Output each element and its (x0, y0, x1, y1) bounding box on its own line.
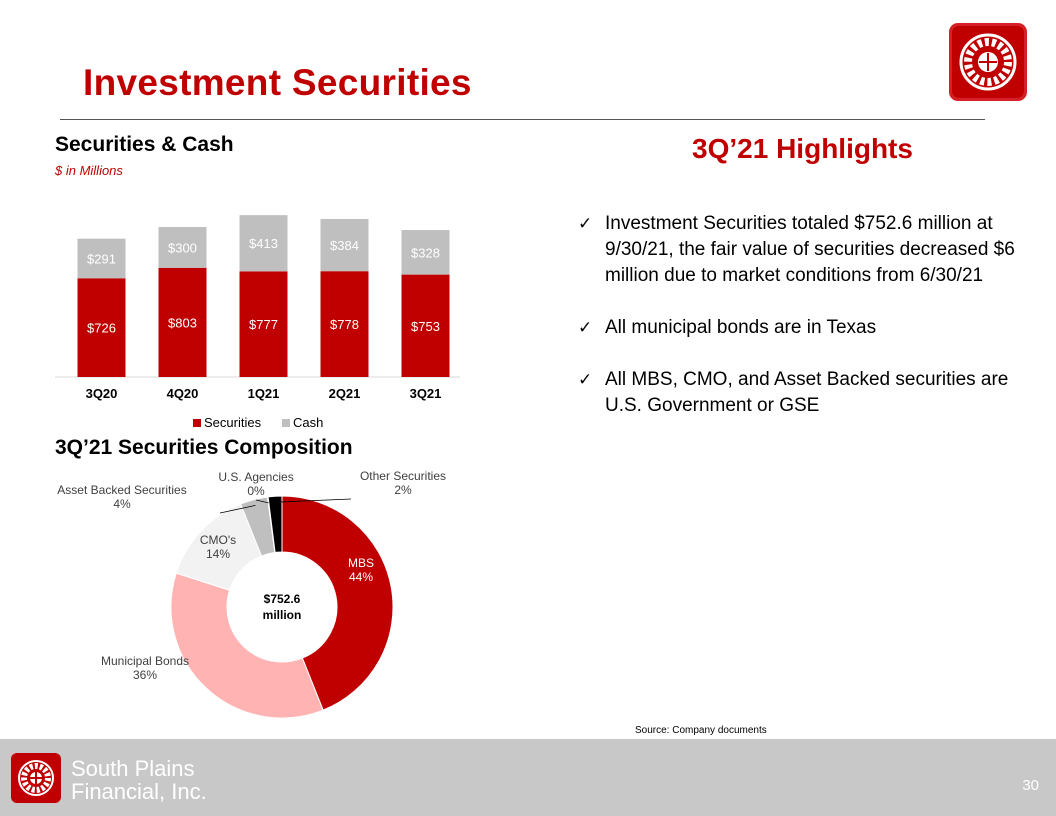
company-name-line1: South Plains (71, 756, 195, 781)
company-logo-icon (949, 23, 1027, 101)
donut-center-unit: million (263, 608, 302, 622)
x-tick-label: 1Q21 (248, 386, 280, 401)
bar-cash-3Q20 (77, 238, 126, 279)
highlight-bullet: ✓ All MBS, CMO, and Asset Backed securiti… (578, 367, 1033, 419)
data-label-securities-3Q21: $753 (411, 319, 440, 334)
data-label-cash-3Q20: $291 (87, 251, 116, 266)
slice-name-asset-backed-securities: Asset Backed Securities (57, 483, 186, 497)
slice-pct-cmo-s: 14% (206, 547, 230, 561)
bar-cash-1Q21 (239, 215, 288, 272)
highlight-text: All MBS, CMO, and Asset Backed securitie… (605, 369, 1009, 416)
highlight-text: Investment Securities totaled $752.6 mil… (605, 213, 1015, 286)
data-label-securities-2Q21: $778 (330, 317, 359, 332)
bar-cash-3Q21 (401, 229, 450, 275)
bar-cash-4Q20 (158, 226, 207, 268)
footer-logo-icon (11, 753, 61, 803)
slice-name-u-s-agencies: U.S. Agencies (218, 470, 293, 484)
data-label-cash-4Q20: $300 (168, 240, 197, 255)
bar-securities-3Q20 (77, 278, 126, 377)
data-label-cash-1Q21: $413 (249, 236, 278, 251)
leader-line-asset-backed-securities (219, 505, 256, 514)
data-label-securities-4Q20: $803 (168, 315, 197, 330)
source-note: Source: Company documents (635, 725, 767, 736)
data-label-cash-3Q21: $328 (411, 245, 440, 260)
data-label-securities-1Q21: $777 (249, 317, 278, 332)
slice-pct-asset-backed-securities: 4% (113, 497, 131, 511)
donut-center-amount: $752.6 (264, 592, 301, 606)
slice-pct-other-securities: 2% (394, 483, 412, 497)
slice-name-municipal-bonds: Municipal Bonds (101, 654, 189, 668)
bar-securities-2Q21 (320, 271, 369, 377)
donut-slice-municipal-bonds (170, 572, 324, 719)
donut-slice-mbs (281, 495, 394, 711)
checkmark-icon: ✓ (578, 214, 593, 233)
x-tick-label: 3Q20 (86, 386, 118, 401)
footer-bar (0, 739, 1056, 816)
company-name-line2: Financial, Inc. (71, 779, 207, 804)
chart-title: Securities & Cash (55, 133, 234, 156)
securities-cash-bar-chart: $726 $291 3Q20 $803 $300 4Q20 $777 $413 1Q21 $778… (55, 215, 460, 430)
legend-label-securities: Securities (204, 415, 262, 430)
slice-name-mbs: MBS (348, 556, 374, 570)
highlight-text: All municipal bonds are in Texas (605, 317, 877, 338)
composition-title: 3Q’21 Securities Composition (55, 436, 353, 459)
legend-swatch-securities (193, 419, 201, 427)
highlight-bullet: ✓ Investment Securities totaled $752.6 mi… (578, 211, 1033, 289)
bar-securities-4Q20 (158, 267, 207, 377)
donut-slice-other-securities (267, 495, 283, 553)
slice-pct-municipal-bonds: 36% (133, 668, 157, 682)
leader-line-other-securities (275, 498, 352, 503)
title-divider (60, 119, 985, 120)
x-tick-label: 4Q20 (167, 386, 199, 401)
page-title: Investment Securities (83, 62, 472, 103)
highlight-bullet: ✓ All municipal bonds are in Texas (578, 315, 1033, 341)
slice-name-other-securities: Other Securities (360, 469, 446, 483)
bar-securities-3Q21 (401, 274, 450, 377)
x-tick-label: 2Q21 (329, 386, 361, 401)
highlights-list: ✓ Investment Securities totaled $752.6 mi… (578, 211, 1033, 445)
checkmark-icon: ✓ (578, 370, 593, 389)
bar-cash-2Q21 (320, 218, 369, 272)
company-name: South Plains Financial, Inc. (71, 757, 207, 803)
slice-pct-u-s-agencies: 0% (247, 484, 265, 498)
slice-pct-mbs: 44% (349, 570, 373, 584)
bar-securities-1Q21 (239, 271, 288, 377)
page-number: 30 (1022, 777, 1039, 794)
chart-subtitle: $ in Millions (55, 163, 123, 178)
highlights-title: 3Q’21 Highlights (692, 133, 913, 164)
slice-name-cmo-s: CMO's (200, 533, 236, 547)
data-label-securities-3Q20: $726 (87, 321, 116, 336)
data-label-cash-2Q21: $384 (330, 238, 359, 253)
leader-line-u-s-agencies (255, 499, 269, 504)
legend-label-cash: Cash (293, 415, 323, 430)
checkmark-icon: ✓ (578, 318, 593, 337)
x-tick-label: 3Q21 (410, 386, 442, 401)
legend-swatch-cash (282, 419, 290, 427)
